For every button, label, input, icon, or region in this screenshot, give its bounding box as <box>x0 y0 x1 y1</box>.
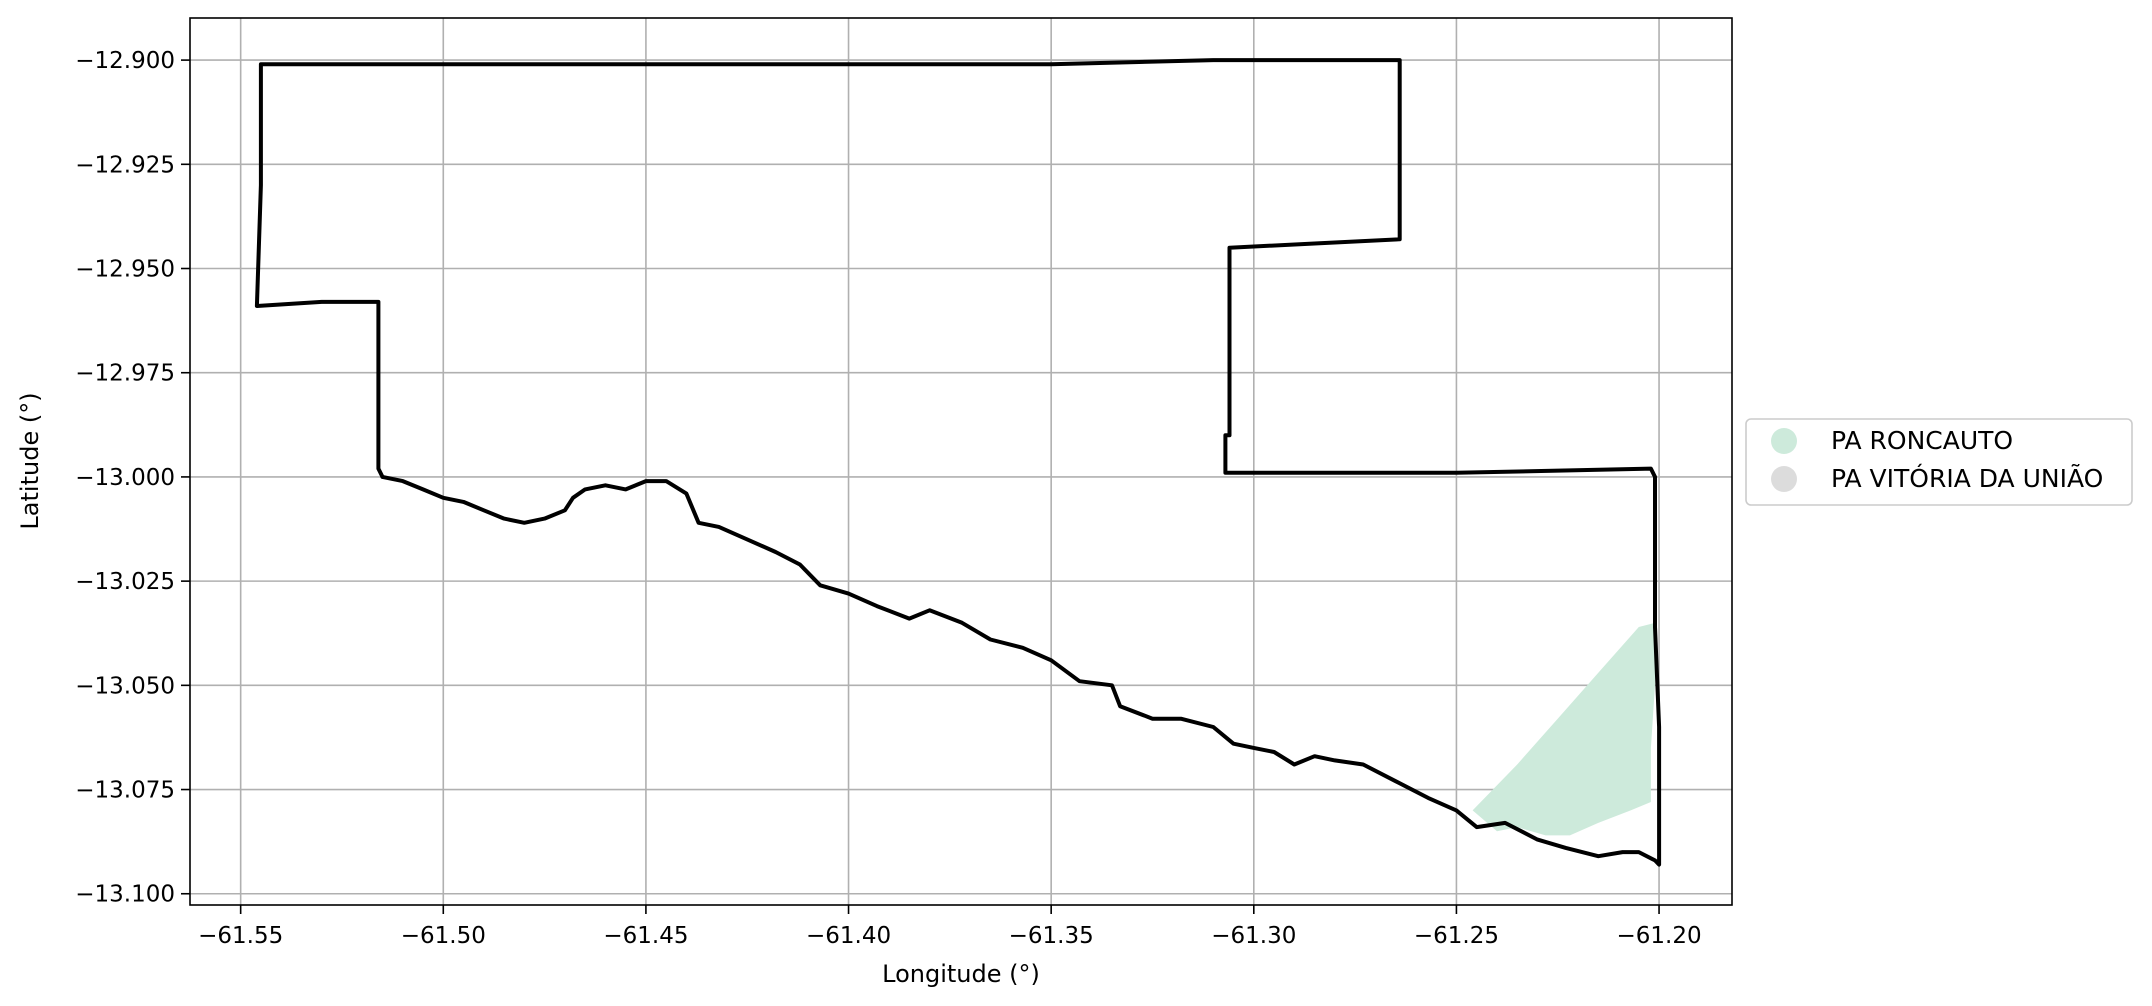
y-tick-label-8: −13.100 <box>75 882 175 908</box>
pa-roncauto-area <box>1472 622 1655 836</box>
x-tick-label-7: −61.20 <box>1616 923 1701 949</box>
y-tick-label-6: −13.050 <box>75 673 175 699</box>
plot-frame <box>189 17 1733 906</box>
plot-background <box>190 18 1732 905</box>
x-tick-label-5: −61.30 <box>1211 923 1296 949</box>
x-tick-label-0: −61.55 <box>198 923 283 949</box>
legend-marker-pa-vitoria-da-uniao <box>1771 466 1797 492</box>
x-tick-label-6: −61.25 <box>1414 923 1499 949</box>
y-axis-label: Latitude (°) <box>16 392 44 529</box>
x-tick-label-2: −61.45 <box>603 923 688 949</box>
y-tick-label-7: −13.075 <box>75 778 175 804</box>
x-tick-label-3: −61.40 <box>806 923 891 949</box>
legend-marker-pa-roncauto <box>1771 428 1797 454</box>
y-tick-label-0: −12.900 <box>75 48 175 74</box>
y-axis-ticks: −12.900 −12.925 −12.950 −12.975 −13.000 −13.0… <box>75 48 190 908</box>
x-axis-label: Longitude (°) <box>882 960 1040 988</box>
y-tick-label-2: −12.950 <box>75 257 175 283</box>
y-tick-label-5: −13.025 <box>75 569 175 595</box>
legend: PA RONCAUTO PA VITÓRIA DA UNIÃO <box>1745 418 2133 506</box>
x-axis-ticks: −61.55 −61.50 −61.45 −61.40 −61.35 −61.30 −61.… <box>198 905 1702 949</box>
legend-frame <box>1745 418 2133 506</box>
y-tick-label-3: −12.975 <box>75 361 175 387</box>
legend-label-pa-roncauto: PA RONCAUTO <box>1831 426 2013 455</box>
grid-lines <box>190 18 1732 905</box>
y-tick-label-1: −12.925 <box>75 152 175 178</box>
x-tick-label-4: −61.35 <box>1009 923 1094 949</box>
boundary-layer <box>254 58 1662 867</box>
legend-label-pa-vitoria-da-uniao: PA VITÓRIA DA UNIÃO <box>1831 463 2103 493</box>
y-tick-label-4: −13.000 <box>75 465 175 491</box>
x-tick-label-1: −61.50 <box>401 923 486 949</box>
study-area-boundary <box>254 58 1662 867</box>
area-layer <box>1472 622 1655 836</box>
